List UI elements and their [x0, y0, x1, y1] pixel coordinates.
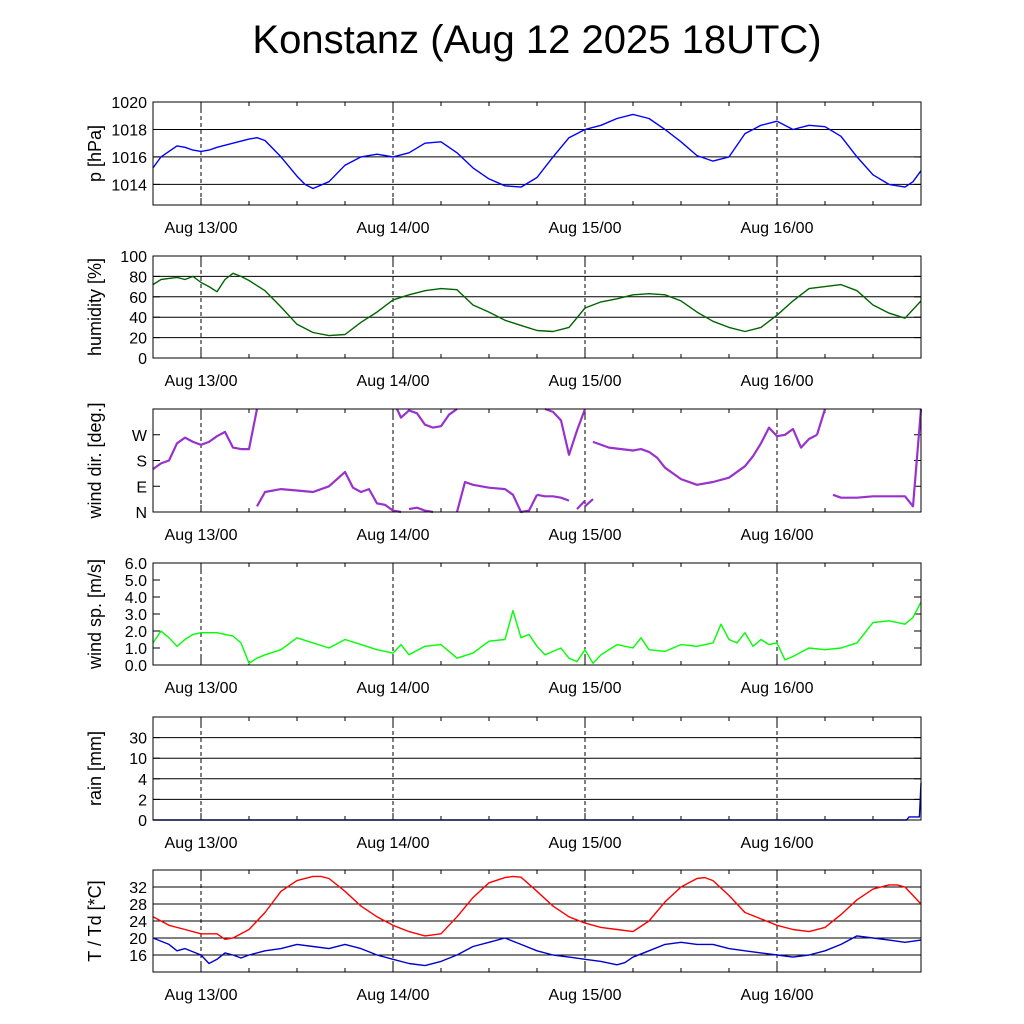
plot-frame — [152, 869, 922, 973]
x-tick-label: Aug 16/00 — [741, 987, 814, 1004]
plot-frame — [152, 562, 922, 666]
y-tick-label: 0 — [138, 351, 147, 368]
y-tick-label: 1020 — [111, 95, 147, 112]
y-tick-label: 100 — [120, 249, 147, 266]
y-tick-label: 20 — [129, 331, 147, 348]
x-tick-label: Aug 15/00 — [549, 373, 622, 390]
y-axis-label: p [hPa] — [85, 125, 105, 182]
y-axis-label: wind dir. [deg.] — [85, 402, 105, 519]
y-tick-label: 4.0 — [125, 590, 147, 607]
panel-wind-speed: 0.01.02.03.04.05.06.0 wind sp. [m/s] Aug 1… — [85, 556, 922, 697]
series-line-pressure — [152, 113, 922, 190]
y-tick-label: S — [136, 454, 147, 471]
x-tick-label: Aug 15/00 — [549, 220, 622, 237]
series-line-wind-direction — [592, 426, 818, 486]
plot-frame — [152, 716, 922, 821]
series-line-temperature-dewpoint — [152, 935, 922, 967]
x-tick-label: Aug 14/00 — [357, 680, 430, 697]
series-line-rain — [153, 782, 922, 821]
x-tick-label: Aug 15/00 — [549, 835, 622, 852]
y-tick-label: 16 — [129, 948, 147, 965]
series-line-wind-direction — [256, 470, 402, 514]
series-line-wind-direction — [584, 498, 594, 508]
y-tick-label: 60 — [129, 290, 147, 307]
series-line-wind-speed — [152, 601, 922, 664]
x-tick-label: Aug 16/00 — [741, 373, 814, 390]
x-tick-label: Aug 13/00 — [165, 527, 238, 544]
y-tick-label: E — [136, 479, 147, 496]
y-tick-label: 0 — [138, 813, 147, 830]
series-line-wind-direction — [408, 506, 434, 514]
x-tick-label: Aug 15/00 — [549, 987, 622, 1004]
chart-title: Konstanz (Aug 12 2025 18UTC) — [252, 18, 822, 62]
y-tick-label: W — [132, 428, 148, 445]
plot-frame — [152, 101, 922, 206]
y-tick-label: 0.0 — [125, 658, 147, 675]
y-tick-label: 10 — [129, 751, 147, 768]
y-tick-label: 3.0 — [125, 607, 147, 624]
y-tick-label: 1014 — [111, 177, 147, 194]
x-tick-label: Aug 16/00 — [741, 835, 814, 852]
y-tick-label: 6.0 — [125, 556, 147, 573]
x-tick-label: Aug 13/00 — [165, 835, 238, 852]
y-tick-label: 28 — [129, 897, 147, 914]
y-tick-label: 5.0 — [125, 573, 147, 590]
x-tick-label: Aug 13/00 — [165, 220, 238, 237]
x-tick-label: Aug 13/00 — [165, 373, 238, 390]
x-tick-label: Aug 14/00 — [357, 373, 430, 390]
series-line-wind-direction — [544, 407, 587, 456]
x-tick-label: Aug 15/00 — [549, 680, 622, 697]
x-tick-label: Aug 15/00 — [549, 527, 622, 544]
y-axis-label: rain [mm] — [85, 731, 105, 806]
y-tick-label: 24 — [129, 914, 147, 931]
panel-pressure: 1014 1016 1018 1020 p [hPa] Aug 13/00 Aug 14/0… — [85, 95, 922, 237]
panel-humidity: 0 20 40 60 80 100 humidity [%] Aug 13/00 Aug 14/… — [85, 249, 922, 390]
series-line-wind-direction — [536, 493, 570, 502]
y-axis-label: humidity [%] — [85, 258, 105, 356]
y-tick-label: 1.0 — [125, 641, 147, 658]
series-line-wind-direction — [455, 480, 538, 514]
y-axis-label: wind sp. [m/s] — [85, 559, 105, 670]
y-tick-label: 1016 — [111, 150, 147, 167]
x-tick-label: Aug 14/00 — [357, 987, 430, 1004]
y-tick-label: 30 — [129, 731, 147, 748]
x-tick-label: Aug 14/00 — [357, 835, 430, 852]
y-tick-label: 4 — [138, 772, 147, 789]
x-tick-label: Aug 13/00 — [165, 680, 238, 697]
y-tick-label: 80 — [129, 269, 147, 286]
y-tick-label: 2.0 — [125, 624, 147, 641]
series-line-wind-direction — [815, 408, 827, 436]
series-line-humidity — [152, 272, 922, 337]
plot-frame — [152, 255, 922, 359]
x-tick-label: Aug 16/00 — [741, 220, 814, 237]
series-line-temperature-dewpoint — [152, 875, 922, 940]
plot-frame — [152, 408, 922, 513]
y-axis-label: T / Td [*C] — [85, 880, 105, 961]
y-tick-label: 40 — [129, 310, 147, 327]
y-tick-label: 1018 — [111, 122, 147, 139]
y-tick-label: 20 — [129, 931, 147, 948]
x-tick-label: Aug 14/00 — [357, 527, 430, 544]
panel-rain: 0 2 4 10 30 rain [mm] Aug 13/00 Aug 14/00 Aug 15… — [85, 716, 922, 852]
y-tick-label: 32 — [129, 880, 147, 897]
series-line-wind-direction — [396, 408, 458, 429]
series-line-wind-direction — [832, 408, 923, 508]
x-tick-label: Aug 13/00 — [165, 987, 238, 1004]
series-line-wind-direction — [152, 408, 259, 470]
y-tick-label: 2 — [138, 792, 147, 809]
x-tick-label: Aug 16/00 — [741, 680, 814, 697]
y-tick-label: N — [135, 505, 147, 522]
x-tick-label: Aug 16/00 — [741, 527, 814, 544]
x-tick-label: Aug 14/00 — [357, 220, 430, 237]
series-line-wind-direction — [576, 499, 586, 510]
